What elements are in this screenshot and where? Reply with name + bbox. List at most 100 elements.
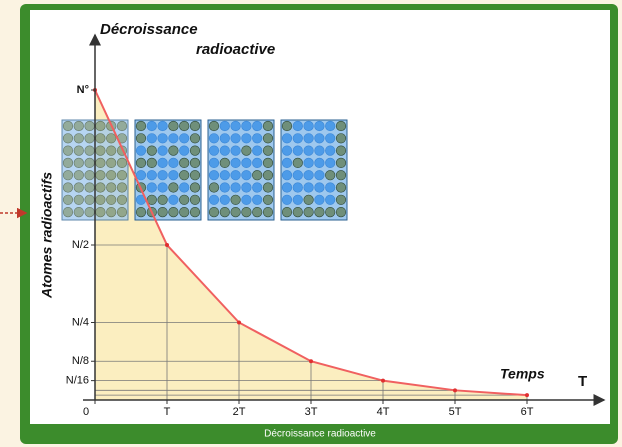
atom	[314, 133, 325, 144]
atom	[189, 120, 201, 132]
atom	[252, 207, 263, 218]
atom	[303, 157, 314, 168]
x-axis-label: Temps	[500, 366, 545, 382]
y-tick-label: N/2	[72, 239, 89, 251]
atom	[62, 157, 74, 168]
atom	[179, 120, 190, 132]
atom	[62, 145, 74, 156]
atom	[230, 133, 241, 144]
atom	[157, 120, 168, 132]
atom	[262, 194, 274, 205]
atom	[230, 145, 241, 156]
atom	[116, 157, 128, 168]
atom	[73, 207, 84, 218]
atom	[146, 182, 157, 193]
y-tick-label: N/16	[66, 375, 89, 387]
point	[165, 243, 169, 247]
point	[381, 378, 385, 383]
atom	[281, 170, 293, 181]
atom	[241, 120, 252, 132]
atom	[106, 133, 117, 144]
atom	[241, 133, 252, 144]
atom	[208, 120, 220, 132]
atom	[252, 170, 263, 181]
atom	[179, 170, 190, 181]
x-tick-label: 0	[83, 406, 89, 418]
atom	[262, 157, 274, 168]
atom	[135, 170, 147, 181]
atom	[208, 133, 220, 144]
atom	[73, 145, 84, 156]
atom	[335, 207, 347, 218]
atom	[146, 120, 157, 132]
atom	[179, 145, 190, 156]
atom-box-frame	[280, 119, 348, 221]
atom	[230, 120, 241, 132]
x-tick-label: 5T	[449, 406, 462, 418]
atom	[252, 133, 263, 144]
atom	[73, 170, 84, 181]
title-line: Décroissance	[100, 21, 198, 38]
atom	[314, 145, 325, 156]
atom	[335, 194, 347, 205]
atom	[292, 133, 303, 144]
atom	[219, 207, 230, 218]
atom	[168, 120, 179, 132]
plot: N° N/2 N/4 N/8 N/16 0 T 2T 3T 4T 5T 6T	[61, 33, 606, 418]
atom	[157, 207, 168, 218]
atom	[325, 170, 336, 181]
atom	[95, 120, 106, 132]
atom	[146, 157, 157, 168]
atom	[262, 133, 274, 144]
atom	[281, 145, 293, 156]
atom-box-frame	[134, 119, 202, 221]
atom	[116, 194, 128, 205]
x-tick-label: 3T	[305, 406, 318, 418]
atom	[241, 157, 252, 168]
atom	[146, 133, 157, 144]
atom	[106, 145, 117, 156]
atom	[95, 194, 106, 205]
atom	[116, 120, 128, 132]
atom	[84, 145, 95, 156]
x-axis-symbol: T	[578, 373, 587, 390]
atom	[168, 182, 179, 193]
atom	[325, 145, 336, 156]
atom	[230, 170, 241, 181]
atom	[219, 194, 230, 205]
atom	[292, 170, 303, 181]
atom	[146, 170, 157, 181]
atom	[95, 133, 106, 144]
atom	[84, 157, 95, 168]
caption: Décroissance radioactive	[264, 429, 376, 440]
atom	[292, 194, 303, 205]
atom	[314, 157, 325, 168]
atom	[189, 194, 201, 205]
atom	[219, 133, 230, 144]
atom	[179, 133, 190, 144]
atom	[325, 194, 336, 205]
atom	[106, 207, 117, 218]
atom	[303, 194, 314, 205]
atom	[241, 170, 252, 181]
atom	[262, 182, 274, 193]
x-tick-label: 2T	[233, 406, 246, 418]
atom	[62, 120, 74, 132]
atom	[303, 145, 314, 156]
atom	[189, 207, 201, 218]
atom	[219, 120, 230, 132]
atom	[73, 120, 84, 132]
atom	[292, 157, 303, 168]
atom	[292, 207, 303, 218]
atom	[325, 207, 336, 218]
x-tick-label: 4T	[377, 406, 390, 418]
atom	[84, 182, 95, 193]
atom	[262, 120, 274, 132]
atom	[314, 182, 325, 193]
atom	[179, 182, 190, 193]
atom-box-frame	[207, 119, 275, 221]
atom	[62, 207, 74, 218]
atom	[219, 145, 230, 156]
point	[309, 359, 313, 364]
